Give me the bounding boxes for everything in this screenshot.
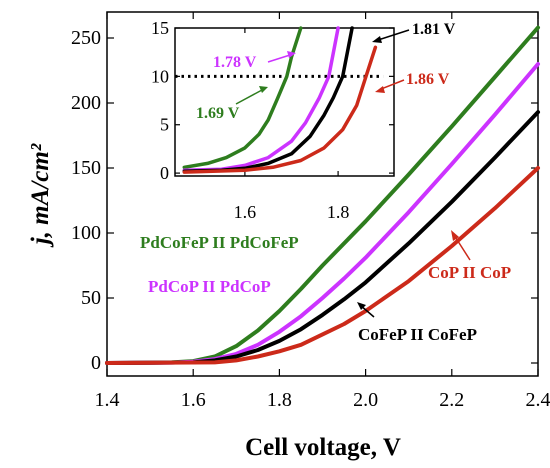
main-y-tick-label: 150 xyxy=(71,157,101,179)
inset-y-tick-label: 10 xyxy=(151,66,169,86)
inset-plot: 1.6 1.8 0 5 10 15 1.78 V 1.69 V 1.81 V 1.86 … xyxy=(151,18,456,222)
inset-pointer-arrows xyxy=(235,29,410,105)
series-label-pdcop: PdCoP II PdCoP xyxy=(148,277,271,296)
inset-label-1-78v: 1.78 V xyxy=(213,54,257,71)
inset-series-line-0 xyxy=(182,26,303,170)
inset-y-tick-label: 5 xyxy=(160,115,169,135)
cop-pointer-arrow xyxy=(453,234,471,261)
inset-label-1-69v: 1.69 V xyxy=(196,105,240,122)
pdcop-inset-pointer xyxy=(267,54,291,63)
pdcofep-inset-pointer xyxy=(235,89,263,105)
main-y-tick-label: 50 xyxy=(81,287,101,309)
y-axis-title: j, mA/cm² xyxy=(27,143,54,248)
inset-series-lines xyxy=(182,26,378,174)
series-label-cofep: CoFeP II CoFeP xyxy=(358,325,477,344)
main-plot-frame xyxy=(106,11,539,377)
main-x-tick-label: 1.6 xyxy=(181,389,206,411)
cop-inset-pointer xyxy=(380,79,405,90)
main-x-ticks: 1.4 1.6 1.8 2.0 2.2 2.4 xyxy=(95,12,550,411)
inset-series-line-3 xyxy=(182,45,378,174)
main-series-line-3 xyxy=(105,166,540,365)
cofep-arrowhead-icon xyxy=(357,302,366,310)
cop-inset-arrowhead-icon xyxy=(375,86,385,93)
series-label-cop: CoP II CoP xyxy=(428,263,511,282)
main-series-line-2 xyxy=(105,110,540,365)
main-x-tick-label: 1.8 xyxy=(267,389,292,411)
inset-frame xyxy=(174,27,395,177)
main-pointer-arrows xyxy=(357,230,471,318)
cofep-inset-arrowhead-icon xyxy=(372,36,382,43)
inset-y-tick-label: 15 xyxy=(151,18,169,38)
main-y-tick-label: 100 xyxy=(71,222,101,244)
inset-label-1-81v: 1.81 V xyxy=(412,21,456,38)
inset-x-tick-label: 1.6 xyxy=(234,202,257,222)
inset-x-ticks: 1.6 1.8 xyxy=(234,28,350,222)
x-axis-title: Cell voltage, V xyxy=(245,434,401,461)
cofep-inset-pointer xyxy=(377,29,410,41)
pdcop-inset-arrowhead-icon xyxy=(287,51,296,58)
main-x-tick-label: 2.0 xyxy=(353,389,378,411)
main-y-tick-label: 0 xyxy=(91,352,101,374)
cop-arrowhead-icon xyxy=(451,230,459,241)
main-series-lines xyxy=(105,25,540,365)
main-x-tick-label: 2.2 xyxy=(439,389,464,411)
pdcofep-inset-arrowhead-icon xyxy=(259,86,268,93)
main-x-tick-label: 2.4 xyxy=(526,389,550,411)
main-y-tick-label: 250 xyxy=(71,27,101,49)
inset-label-1-86v: 1.86 V xyxy=(406,71,450,88)
inset-x-tick-label: 1.8 xyxy=(327,202,350,222)
main-y-tick-label: 200 xyxy=(71,92,101,114)
inset-y-tick-label: 0 xyxy=(160,163,169,183)
main-x-tick-label: 1.4 xyxy=(95,389,120,411)
inset-y-ticks: 0 5 10 15 xyxy=(151,18,394,183)
series-label-pdcofep: PdCoFeP II PdCoFeP xyxy=(140,233,299,252)
